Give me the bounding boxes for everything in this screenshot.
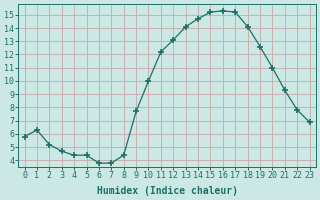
X-axis label: Humidex (Indice chaleur): Humidex (Indice chaleur) <box>97 186 237 196</box>
